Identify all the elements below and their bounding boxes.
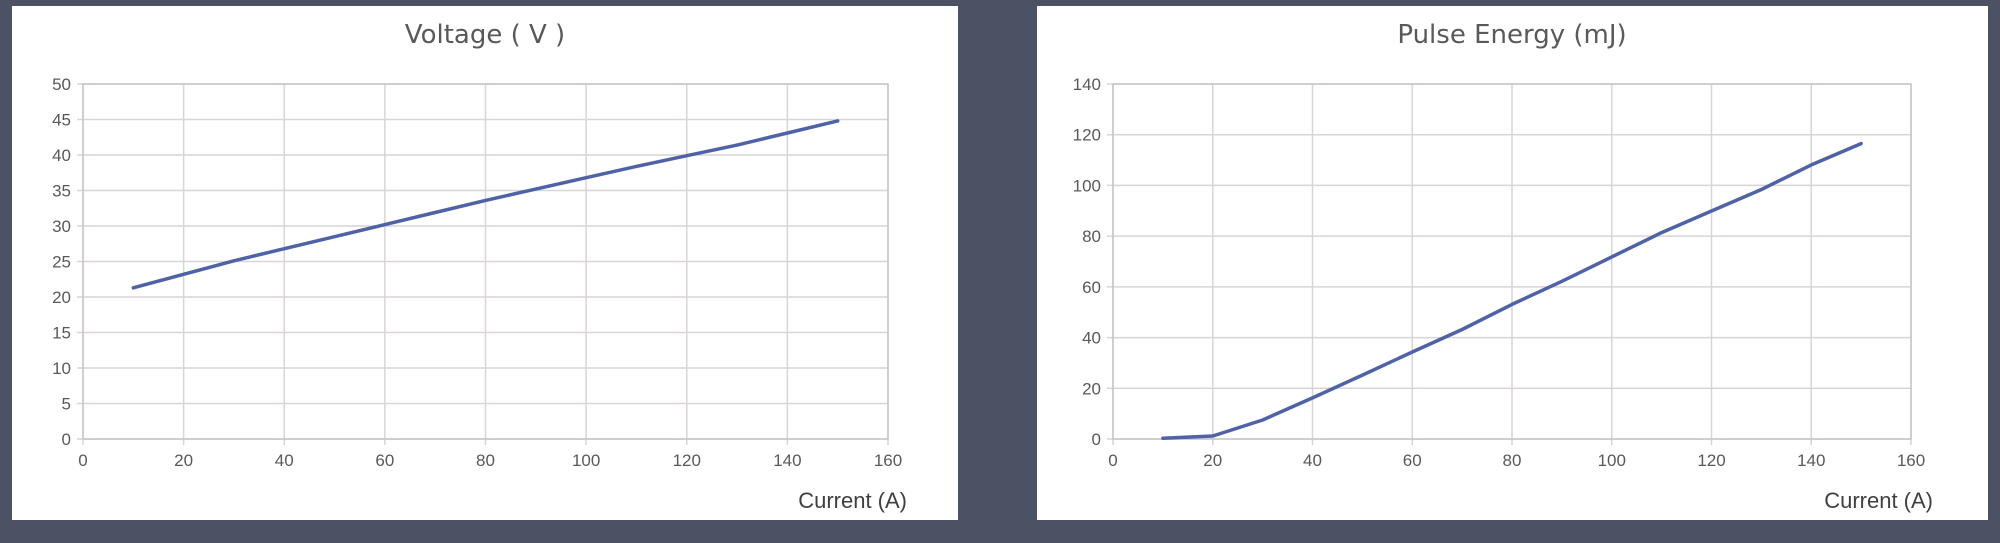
pulse-energy-x-tick-label: 80 <box>1503 451 1522 470</box>
pulse-energy-x-tick-label: 100 <box>1598 451 1626 470</box>
voltage-x-tick-label: 80 <box>476 451 495 470</box>
pulse-energy-chart: Pulse Energy (mJ) Current (A) 0 20 40 60 80 1… <box>1073 20 1933 513</box>
pulse-energy-chart-panel: Pulse Energy (mJ) Current (A) 0 20 40 60 80 1… <box>1037 6 1988 520</box>
voltage-y-tick-label: 40 <box>52 146 71 165</box>
voltage-x-tick-label: 0 <box>78 451 87 470</box>
pulse-energy-x-tick-label: 20 <box>1203 451 1222 470</box>
voltage-y-tick-label: 5 <box>62 395 71 414</box>
voltage-y-tick-label: 0 <box>62 430 71 449</box>
voltage-y-tick-label: 35 <box>52 182 71 201</box>
pulse-energy-x-tick-label: 120 <box>1697 451 1725 470</box>
pulse-energy-chart-title: Pulse Energy (mJ) <box>1397 20 1626 50</box>
pulse-energy-y-tick-label: 0 <box>1092 430 1101 449</box>
voltage-series-line <box>131 119 840 290</box>
voltage-x-tick-label: 60 <box>375 451 394 470</box>
voltage-x-tick-label: 100 <box>572 451 600 470</box>
pulse-energy-x-tick-label: 60 <box>1403 451 1422 470</box>
pulse-energy-plot-frame <box>1112 83 1912 440</box>
pulse-energy-y-tick-label: 40 <box>1082 329 1101 348</box>
pulse-energy-y-tick-label: 80 <box>1082 227 1101 246</box>
pulse-energy-x-axis-label: Current (A) <box>1824 488 1933 513</box>
voltage-x-tick-label: 120 <box>673 451 701 470</box>
voltage-y-tick-label: 10 <box>52 359 71 378</box>
pulse-energy-x-tick-label: 140 <box>1797 451 1825 470</box>
pulse-energy-y-tick-label: 100 <box>1073 176 1101 195</box>
pulse-energy-x-tick-label: 40 <box>1303 451 1322 470</box>
pulse-energy-x-tick-label: 0 <box>1108 451 1117 470</box>
pulse-energy-x-tick-label: 160 <box>1897 451 1925 470</box>
voltage-x-axis-label: Current (A) <box>798 488 907 513</box>
voltage-y-tick-label: 15 <box>52 324 71 343</box>
voltage-x-tick-label: 40 <box>275 451 294 470</box>
voltage-chart: Voltage ( V ) Current (A) 0 20 40 60 80 100 12… <box>52 20 907 513</box>
voltage-y-tick-label: 20 <box>52 288 71 307</box>
voltage-chart-panel: Voltage ( V ) Current (A) 0 20 40 60 80 100 12… <box>12 6 958 520</box>
pulse-energy-y-tick-label: 120 <box>1073 126 1101 145</box>
voltage-plot-frame <box>82 83 889 440</box>
pulse-energy-y-tick-label: 140 <box>1073 75 1101 94</box>
pulse-energy-y-tick-label: 20 <box>1082 379 1101 398</box>
voltage-y-tick-label: 45 <box>52 111 71 130</box>
voltage-y-tick-label: 50 <box>52 75 71 94</box>
pulse-energy-y-tick-label: 60 <box>1082 278 1101 297</box>
voltage-x-tick-label: 20 <box>174 451 193 470</box>
voltage-y-tick-label: 25 <box>52 253 71 272</box>
voltage-x-tick-label: 160 <box>874 451 902 470</box>
voltage-chart-title: Voltage ( V ) <box>405 20 565 50</box>
voltage-x-tick-label: 140 <box>773 451 801 470</box>
voltage-y-tick-label: 30 <box>52 217 71 236</box>
pulse-energy-series-line <box>1161 141 1863 440</box>
